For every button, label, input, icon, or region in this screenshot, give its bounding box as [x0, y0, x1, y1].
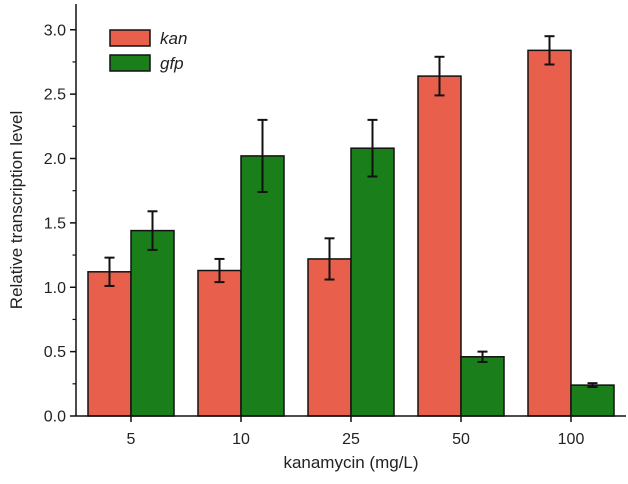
y-tick-label-1.0: 1.0 [44, 280, 66, 297]
error-bar-kan-25 [324, 237, 335, 281]
y-tick-label-1.5: 1.5 [44, 215, 66, 232]
error-bar-kan-5 [104, 256, 115, 287]
error-bars-layer [104, 35, 598, 389]
bar-kan-10 [197, 269, 242, 417]
x-tick-label-100: 100 [558, 431, 585, 448]
x-tick-label-25: 25 [342, 431, 360, 448]
error-bar-kan-50 [434, 55, 445, 97]
legend: kan gfp [109, 29, 187, 73]
bar-gfp-25 [350, 147, 395, 417]
x-tick-label-5: 5 [127, 431, 136, 448]
y-tick-label-0.5: 0.5 [44, 344, 66, 361]
error-bar-gfp-100 [587, 382, 598, 389]
error-bar-gfp-10 [257, 118, 268, 193]
bar-gfp-10 [240, 155, 285, 417]
error-bar-gfp-5 [147, 210, 158, 251]
legend-swatch-gfp [109, 54, 151, 72]
error-bar-gfp-25 [367, 118, 378, 178]
error-bar-gfp-50 [477, 350, 488, 363]
bar-kan-100 [527, 49, 572, 417]
bars-layer [87, 49, 615, 417]
bar-gfp-50 [460, 356, 505, 417]
y-axis-title: Relative transcription level [7, 111, 26, 309]
y-tick-label-2.5: 2.5 [44, 87, 66, 104]
bar-kan-5 [87, 271, 132, 417]
bar-kan-25 [307, 258, 352, 417]
y-tick-label-2.0: 2.0 [44, 151, 66, 168]
x-axis-title: kanamycin (mg/L) [283, 453, 418, 472]
x-tick-label-10: 10 [232, 431, 250, 448]
legend-label-gfp: gfp [160, 54, 184, 73]
y-tick-label-0.0: 0.0 [44, 409, 66, 426]
error-bar-kan-100 [544, 35, 555, 66]
error-bar-kan-10 [214, 257, 225, 284]
x-tick-label-50: 50 [452, 431, 470, 448]
bar-kan-50 [417, 75, 462, 417]
y-tick-label-3.0: 3.0 [44, 22, 66, 39]
legend-label-kan: kan [160, 29, 187, 48]
legend-swatch-kan [109, 29, 151, 47]
bar-gfp-5 [130, 229, 175, 417]
bar-gfp-100 [570, 384, 615, 417]
axes-layer: 0.0 0.5 1.0 1.5 2.0 2.5 3.0 5 10 25 50 100 [44, 4, 626, 448]
